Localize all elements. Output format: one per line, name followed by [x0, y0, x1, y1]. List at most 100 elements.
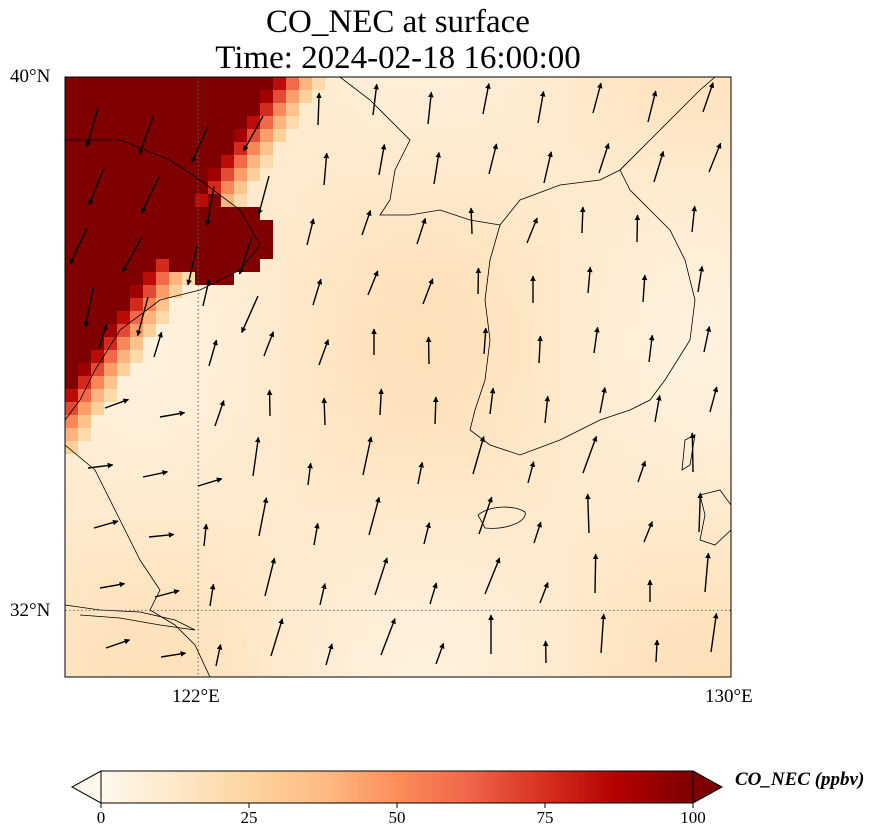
heat-cell: [663, 77, 677, 91]
heat-cell: [546, 597, 560, 611]
heat-cell: [364, 519, 378, 533]
heat-cell: [390, 90, 404, 104]
heat-cell: [689, 350, 703, 364]
heat-cell: [559, 77, 573, 91]
heat-cell: [208, 90, 222, 104]
heat-cell: [91, 519, 105, 533]
heat-cell: [377, 467, 391, 481]
heat-cell: [455, 545, 469, 559]
heat-cell: [455, 610, 469, 624]
heat-cell: [676, 324, 690, 338]
heat-cell: [585, 467, 599, 481]
heat-cell: [325, 493, 339, 507]
heat-cell: [611, 220, 625, 234]
heat-cell: [91, 324, 105, 338]
colorbar-tick-100: 100: [680, 808, 706, 827]
heat-cell: [689, 363, 703, 377]
heat-cell: [169, 402, 183, 416]
heat-cell: [377, 519, 391, 533]
heat-cell: [234, 623, 248, 637]
heat-cell: [416, 298, 430, 312]
heat-cell: [637, 649, 651, 663]
heat-cell: [468, 77, 482, 91]
heat-cell: [221, 246, 235, 260]
heat-cell: [624, 376, 638, 390]
heat-cell: [507, 467, 521, 481]
heat-cell: [390, 649, 404, 663]
heat-cell: [260, 428, 274, 442]
heat-cell: [507, 454, 521, 468]
heat-cell: [598, 220, 612, 234]
heat-cell: [169, 571, 183, 585]
heat-cell: [351, 532, 365, 546]
heat-cell: [429, 610, 443, 624]
heat-cell: [520, 584, 534, 598]
heat-cell: [247, 194, 261, 208]
heat-cell: [390, 207, 404, 221]
heat-cell: [689, 181, 703, 195]
heat-cell: [390, 597, 404, 611]
heat-cell: [559, 129, 573, 143]
heat-cell: [702, 597, 716, 611]
heat-cell: [156, 493, 170, 507]
heat-cell: [572, 571, 586, 585]
heat-cell: [572, 506, 586, 520]
heat-cell: [351, 220, 365, 234]
heat-cell: [598, 597, 612, 611]
heat-cell: [104, 467, 118, 481]
heat-cell: [585, 532, 599, 546]
colorbar-segment: [323, 771, 329, 803]
heat-cell: [637, 311, 651, 325]
heat-cell: [559, 103, 573, 117]
heat-cell: [195, 389, 209, 403]
heat-cell: [637, 402, 651, 416]
heat-cell: [91, 597, 105, 611]
heat-cell: [676, 610, 690, 624]
heat-cell: [273, 350, 287, 364]
heat-cell: [416, 493, 430, 507]
heat-cell: [390, 142, 404, 156]
heat-cell: [208, 532, 222, 546]
heat-cell: [273, 584, 287, 598]
heat-cell: [598, 571, 612, 585]
heat-cell: [195, 597, 209, 611]
heat-cell: [364, 389, 378, 403]
heat-cell: [91, 571, 105, 585]
heat-cell: [572, 467, 586, 481]
heat-cell: [247, 415, 261, 429]
heat-cell: [494, 428, 508, 442]
heat-cell: [299, 415, 313, 429]
heat-cell: [91, 454, 105, 468]
heat-cell: [156, 350, 170, 364]
heat-cell: [650, 194, 664, 208]
heat-cell: [429, 441, 443, 455]
heat-cell: [676, 480, 690, 494]
heat-cell: [442, 272, 456, 286]
heat-cell: [559, 298, 573, 312]
heat-cell: [468, 298, 482, 312]
heat-cell: [286, 610, 300, 624]
heat-cell: [507, 623, 521, 637]
heat-cell: [286, 506, 300, 520]
heat-cell: [663, 415, 677, 429]
heat-cell: [637, 363, 651, 377]
heat-cell: [91, 623, 105, 637]
heat-cell: [117, 506, 131, 520]
heat-cell: [182, 506, 196, 520]
heat-cell: [546, 272, 560, 286]
heat-cell: [494, 363, 508, 377]
heat-cell: [442, 376, 456, 390]
heat-cell: [312, 662, 326, 676]
heat-cell: [663, 311, 677, 325]
heat-cell: [65, 623, 79, 637]
heat-cell: [533, 233, 547, 247]
heat-cell: [559, 168, 573, 182]
heat-cell: [455, 155, 469, 169]
heat-cell: [442, 298, 456, 312]
heat-cell: [455, 207, 469, 221]
heat-cell: [429, 506, 443, 520]
heat-cell: [130, 532, 144, 546]
heat-cell: [403, 246, 417, 260]
heat-cell: [572, 454, 586, 468]
heat-cell: [403, 584, 417, 598]
